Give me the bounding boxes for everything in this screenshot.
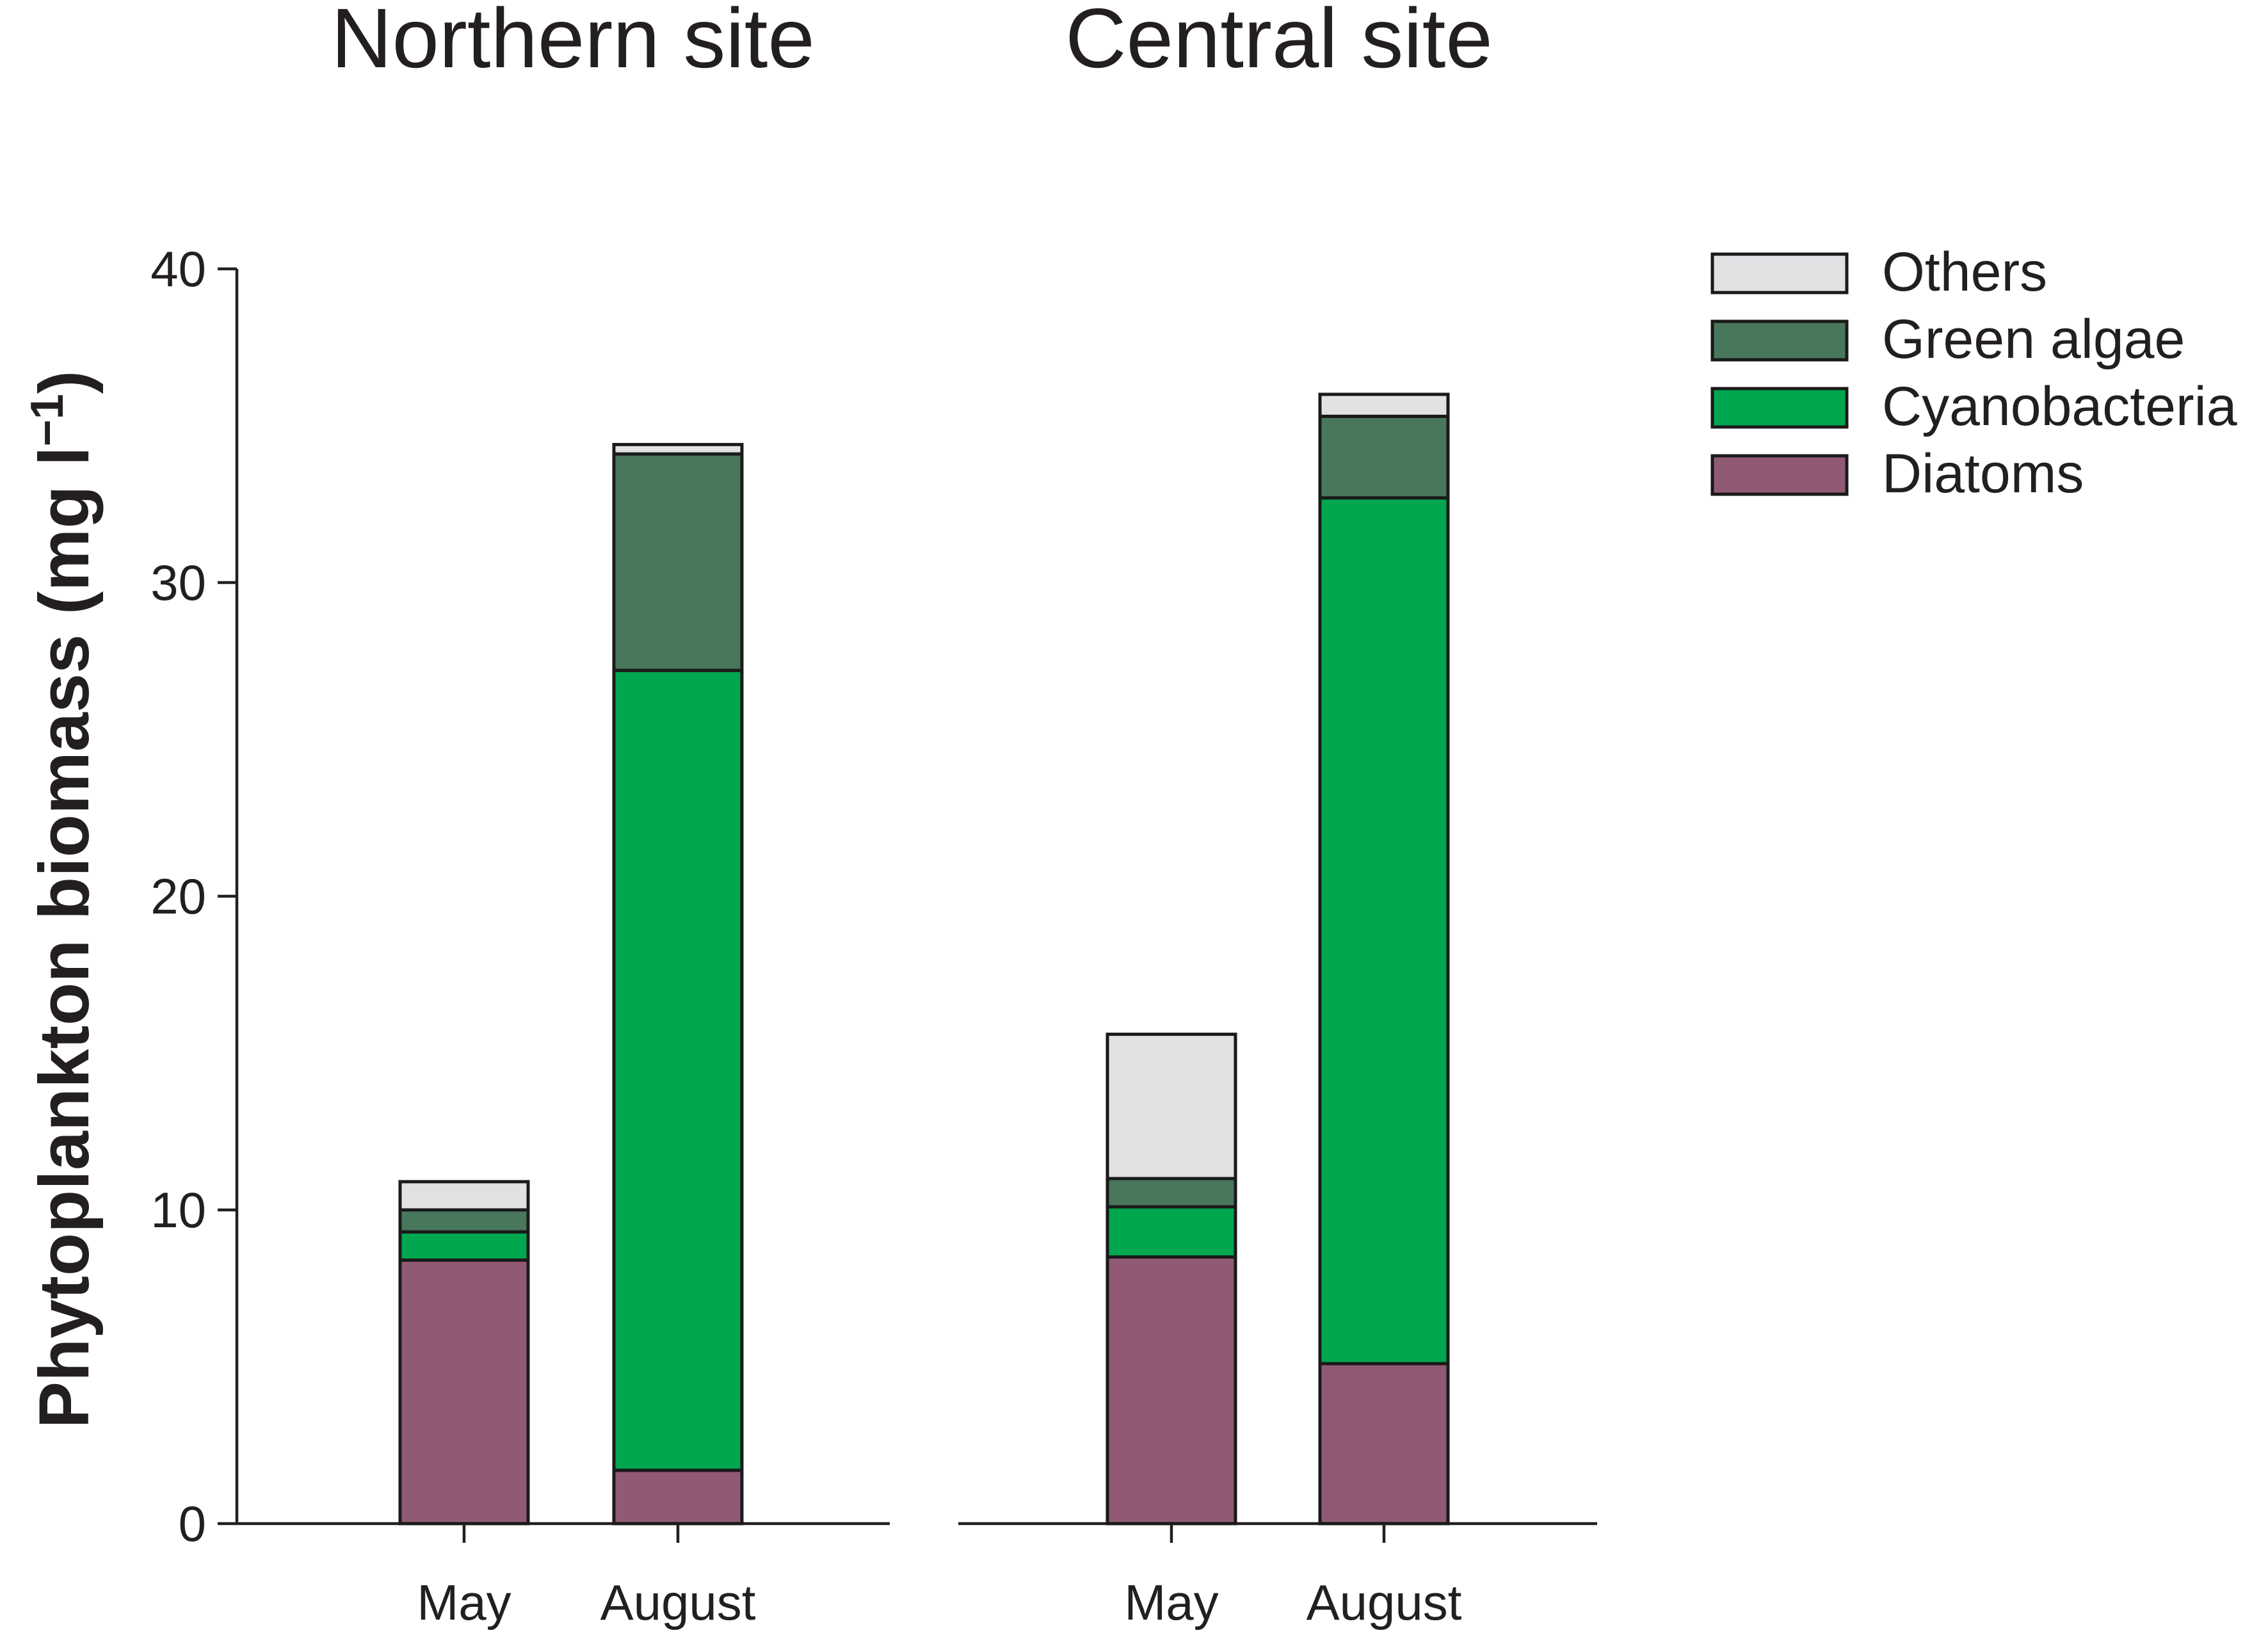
legend-swatch-diatoms (1710, 454, 1849, 496)
y-tick-label: 40 (150, 241, 206, 297)
bar-segment-august-cyanobacteria (612, 668, 744, 1472)
bar-segment-may-diatoms (1106, 1255, 1237, 1526)
y-tick-label: 10 (150, 1182, 206, 1238)
panel-title-central-site: Central site (1065, 0, 1493, 85)
legend-label-diatoms: Diatoms (1882, 443, 2084, 504)
bar-segment-august-others (612, 442, 744, 456)
x-category-label-may: May (417, 1574, 511, 1631)
bar-segment-may-others (398, 1180, 530, 1212)
y-axis-label-close: ) (25, 371, 104, 394)
legend-label-others: Others (1882, 241, 2047, 303)
y-axis: 0 10 20 30 40 (150, 241, 239, 1552)
bar-segment-may-cyanobacteria (1106, 1205, 1237, 1259)
legend-swatch-cyanobacteria (1710, 387, 1849, 429)
y-tick-label: 30 (150, 554, 206, 611)
bar-segment-may-cyanobacteria (398, 1230, 530, 1262)
y-axis-label: Phytoplankton biomass (mg l−1) (22, 371, 104, 1429)
bar-segment-august-diatoms (1318, 1362, 1450, 1526)
legend-label-green-algae: Green algae (1882, 309, 2185, 370)
bar-segment-august-cyanobacteria (1318, 496, 1450, 1365)
x-category-label-august: August (600, 1574, 756, 1631)
legend-swatch-green-algae (1710, 319, 1849, 362)
x-category-label-may: May (1124, 1574, 1218, 1631)
y-axis-label-text: Phytoplankton biomass (mg l (25, 446, 104, 1428)
bar-segment-may-green-algae (1106, 1177, 1237, 1209)
bar-segment-august-green-algae (612, 452, 744, 672)
bar-segment-may-green-algae (398, 1208, 530, 1234)
bar-segment-may-others (1106, 1033, 1237, 1180)
bar-segment-may-diatoms (398, 1258, 530, 1526)
x-category-label-august: August (1307, 1574, 1462, 1631)
bar-segment-august-green-algae (1318, 414, 1450, 500)
panel-northern-site: May August (237, 442, 890, 1631)
y-tick-label: 0 (179, 1495, 206, 1552)
legend-swatch-others (1710, 252, 1849, 294)
y-axis-label-superscript: −1 (22, 394, 73, 446)
bar-segment-august-diatoms (612, 1469, 744, 1526)
legend-label-cyanobacteria: Cyanobacteria (1882, 376, 2237, 437)
panel-central-site: May August (958, 392, 1597, 1631)
bar-segment-august-others (1318, 392, 1450, 418)
panel-title-northern-site: Northern site (331, 0, 815, 85)
y-tick-label: 20 (150, 868, 206, 924)
